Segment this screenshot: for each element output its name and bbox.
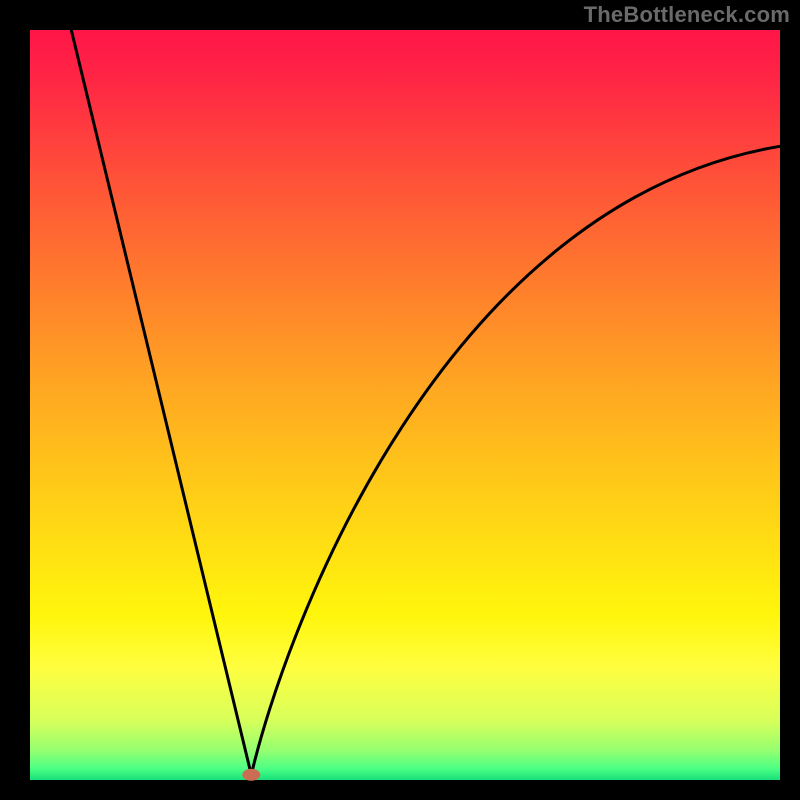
bottleneck-chart (0, 0, 800, 800)
minimum-marker (242, 769, 260, 781)
watermark-text: TheBottleneck.com (584, 2, 790, 28)
plot-area (30, 30, 780, 780)
chart-stage: TheBottleneck.com (0, 0, 800, 800)
